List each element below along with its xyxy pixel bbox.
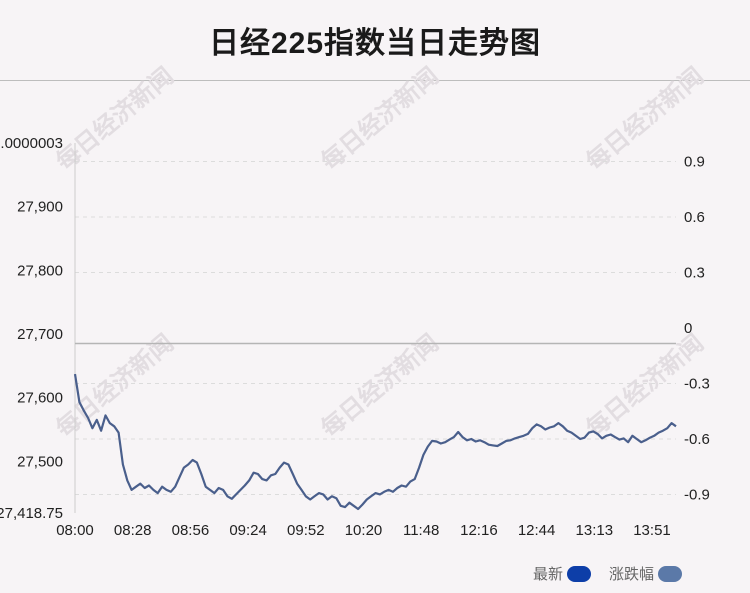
watermark-text: 每日经济新闻: [316, 62, 444, 176]
legend-swatch-change: [658, 565, 683, 582]
y-left-tick-label: 27,500: [17, 453, 63, 470]
y-left-tick-label: 27,800: [17, 262, 63, 279]
watermark-text: 每日经济新闻: [51, 62, 179, 176]
y-left-tick-label: 27,418.75: [0, 505, 63, 522]
title-divider: [0, 80, 750, 81]
legend-label-change: 涨跌幅: [609, 566, 655, 583]
x-tick-label: 12:16: [460, 522, 498, 539]
series-line-latest: [73, 373, 677, 511]
x-tick-label: 11:48: [403, 522, 439, 539]
legend-item-latest[interactable]: 最新: [533, 563, 592, 584]
y-right-tick-label: 0.9: [684, 154, 705, 171]
y-left-tick-label: 27,900: [17, 199, 63, 216]
y-right-tick-label: -0.9: [684, 487, 710, 504]
x-tick-label: 08:28: [114, 522, 152, 539]
legend-label-latest: 最新: [533, 566, 564, 583]
y-right-tick-label: 0: [684, 320, 692, 337]
x-tick-label: 10:20: [345, 522, 383, 539]
y-right-tick-label: 0.6: [684, 209, 705, 226]
x-tick-label: 13:13: [576, 522, 614, 539]
x-tick-label: 12:44: [518, 522, 556, 539]
chart-title: 日经225指数当日走势图: [208, 27, 542, 60]
watermark-text: 每日经济新闻: [316, 329, 444, 443]
y-right-tick-label: -0.3: [684, 376, 710, 393]
y-left-tick-label: 28,000.0000003: [0, 135, 63, 152]
y-left-tick-label: 27,700: [17, 326, 63, 343]
x-tick-label: 09:52: [287, 522, 325, 539]
y-right-tick-label: 0.3: [684, 265, 705, 282]
y-right-tick-label: -0.6: [684, 431, 710, 448]
x-tick-label: 08:00: [56, 522, 94, 539]
legend-swatch-latest: [567, 565, 592, 582]
x-tick-label: 08:56: [172, 522, 210, 539]
x-tick-label: 13:51: [633, 522, 671, 539]
x-tick-label: 09:24: [229, 522, 267, 539]
legend-item-change[interactable]: 涨跌幅: [609, 563, 683, 584]
y-left-tick-label: 27,600: [17, 390, 63, 407]
